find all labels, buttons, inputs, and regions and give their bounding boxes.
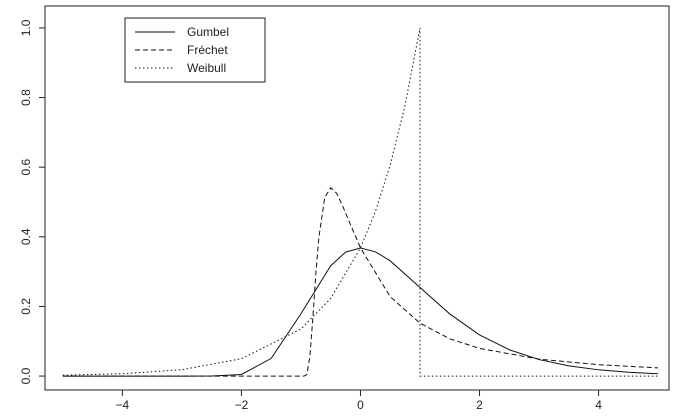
series-line [63, 188, 658, 376]
x-tick-label: −4 [116, 398, 130, 412]
series-line [63, 248, 658, 376]
x-tick-label: −2 [235, 398, 249, 412]
y-tick-label: 0.0 [19, 367, 33, 384]
y-tick-label: 1.0 [19, 19, 33, 36]
legend-label: Fréchet [187, 43, 228, 57]
y-tick-label: 0.8 [19, 89, 33, 106]
y-tick-label: 0.4 [19, 228, 33, 245]
x-tick-label: 4 [595, 398, 602, 412]
x-tick-label: 2 [476, 398, 483, 412]
legend-label: Gumbel [187, 25, 229, 39]
page: −4 −2 0 2 4 0.0 0.2 0.4 0.6 0.8 1.0 Gumbel Fréchet We… [0, 0, 673, 419]
x-tick-label: 0 [357, 398, 364, 412]
legend-label: Weibull [187, 61, 226, 75]
chart: −4 −2 0 2 4 0.0 0.2 0.4 0.6 0.8 1.0 Gumbel Fréchet We… [0, 0, 673, 414]
y-tick-label: 0.2 [19, 298, 33, 315]
y-tick-label: 0.6 [19, 159, 33, 176]
